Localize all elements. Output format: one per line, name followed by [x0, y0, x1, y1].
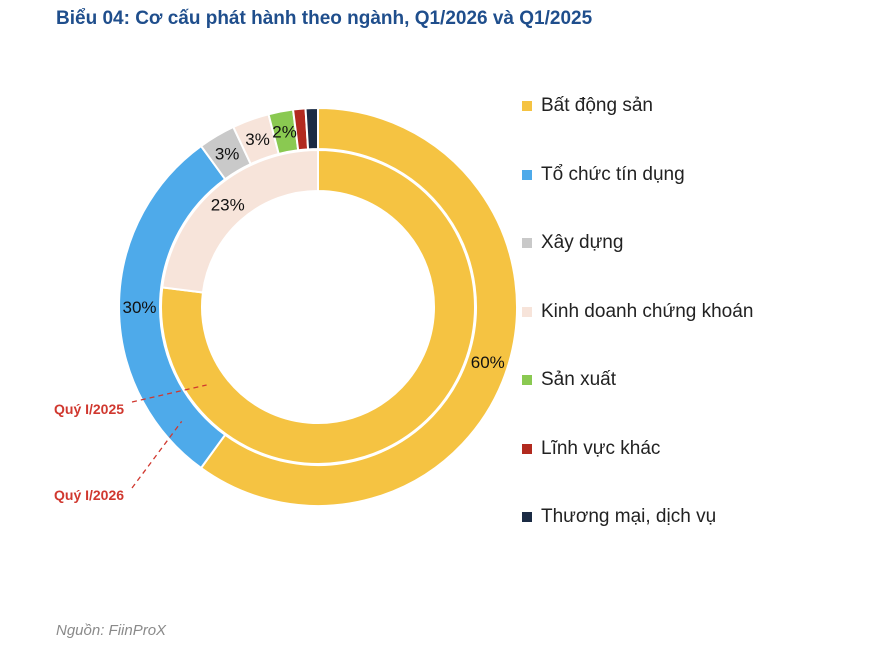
- inner-ring-2025: [160, 148, 476, 465]
- legend-label: Bất động sản: [541, 95, 653, 116]
- legend-item: Lĩnh vực khác: [522, 435, 660, 463]
- legend-swatch: [522, 375, 532, 385]
- legend-label: Tổ chức tín dụng: [541, 163, 685, 185]
- slice-label-outer-4: 2%: [272, 123, 297, 142]
- pointer-2025: [131, 384, 207, 403]
- slice-label-outer-1: 30%: [122, 298, 156, 317]
- source-note: Nguồn: FiinProX: [56, 622, 167, 639]
- legend-swatch: [522, 169, 532, 180]
- slice-outer-6: [304, 106, 319, 151]
- slice-label-inner-3: 23%: [211, 196, 245, 215]
- legend-label: Kinh doanh chứng khoán: [541, 300, 754, 322]
- legend-item: Sản xuất: [522, 366, 616, 394]
- legend-label: Lĩnh vực khác: [541, 437, 661, 459]
- outer-ring-2026: [118, 106, 518, 507]
- legend-label: Xây dựng: [541, 232, 624, 253]
- legend-item: Thương mại, dịch vụ: [522, 503, 716, 531]
- legend-label: Sản xuất: [541, 369, 616, 390]
- legend-swatch: [522, 101, 532, 111]
- slice-label-outer-0: 60%: [471, 353, 505, 372]
- series-label-2026: Quý I/2026: [54, 487, 125, 503]
- legend-label: Thương mại, dịch vụ: [541, 506, 717, 527]
- pointer-2026: [131, 421, 183, 489]
- chart-title: Biểu 04: Cơ cấu phát hành theo ngành, Q1…: [56, 8, 593, 29]
- legend-item: Bất động sản: [522, 92, 653, 120]
- series-pointers: [131, 384, 207, 489]
- slice-inner-0: [160, 148, 476, 465]
- slice-labels: 60%30%3%3% 2%23%: [122, 123, 504, 372]
- legend-item: Kinh doanh chứng khoán: [522, 298, 753, 326]
- legend-swatch: [522, 512, 532, 522]
- slice-inner-3: [161, 148, 319, 294]
- series-label-2025: Quý I/2025: [54, 401, 125, 417]
- legend-item: Xây dựng: [522, 229, 623, 257]
- legend-swatch: [522, 443, 532, 454]
- legend-swatch: [522, 306, 532, 317]
- slice-label-outer-2: 3%: [215, 144, 240, 163]
- legend-item: Tổ chức tín dụng: [522, 161, 685, 189]
- legend-swatch: [522, 238, 532, 248]
- slice-label-outer-3: 3%: [245, 130, 270, 149]
